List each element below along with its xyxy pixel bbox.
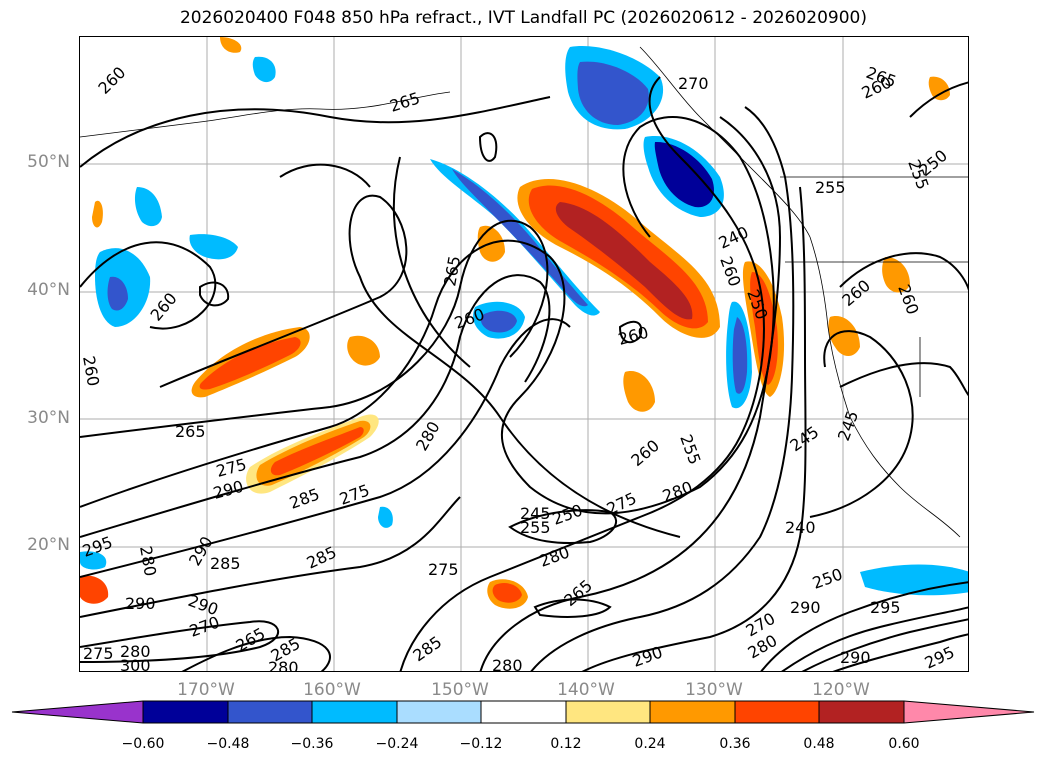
lat-label-50n: 50°N (27, 152, 70, 172)
colorbar-segment-6 (566, 701, 650, 723)
colorbar-tick: −0.48 (206, 736, 250, 752)
colorbar-tick: 0.60 (888, 736, 920, 752)
lat-label-30n: 30°N (27, 408, 70, 428)
lon-label-120w: 120°W (812, 680, 870, 700)
contour-label: 275 (428, 560, 459, 579)
lon-label-130w: 130°W (685, 680, 743, 700)
contour-label: 260 (147, 289, 181, 325)
contour-label: 295 (80, 532, 115, 560)
contour-label: 275 (214, 455, 248, 481)
colorbar-tick: 0.24 (634, 736, 666, 752)
contour-label: 280 (136, 544, 160, 577)
colorbar-segment-0 (12, 701, 143, 723)
contour-label: 290 (840, 648, 871, 667)
colorbar-segment-2 (228, 701, 312, 723)
colorbar-segment-1 (143, 701, 228, 723)
contour-label: 275 (83, 644, 114, 663)
map-panel: 260 265 270 265 260 255 255 250 240 260 … (79, 36, 969, 672)
contour-label: 260 (838, 276, 874, 310)
contour-label: 260 (627, 436, 663, 470)
colorbar-tick: −0.36 (290, 736, 334, 752)
contour-label: 260 (80, 354, 103, 387)
colorbar-tick: 0.48 (803, 736, 835, 752)
colorbar-segment-9 (819, 701, 904, 723)
contour-label: 295 (922, 642, 958, 672)
contour-label: 275 (337, 480, 372, 508)
colorbar (11, 700, 1035, 724)
contour-label: 245 (786, 422, 822, 455)
lon-label-150w: 150°W (431, 680, 489, 700)
colorbar-tick: 0.12 (550, 736, 582, 752)
contour-label: 285 (409, 632, 445, 665)
lat-label-40n: 40°N (27, 280, 70, 300)
colorbar-tick: −0.60 (121, 736, 165, 752)
contour-label: 280 (268, 658, 299, 672)
map-title: 2026020400 F048 850 hPa refract., IVT La… (179, 8, 867, 28)
colorbar-segment-3 (312, 701, 397, 723)
contour-label: 280 (492, 656, 523, 672)
contour-label: 285 (210, 554, 241, 573)
colorbar-segment-10 (904, 701, 1034, 723)
contour-label: 255 (815, 178, 846, 197)
contour-label: 290 (790, 598, 821, 617)
contour-label: 275 (604, 488, 640, 518)
contour-label: 270 (678, 74, 709, 93)
colorbar-segment-4 (397, 701, 481, 723)
contour-label: 290 (630, 642, 665, 670)
contour-label: 240 (785, 518, 816, 537)
colorbar-segment-8 (735, 701, 819, 723)
contour-label: 280 (120, 642, 151, 661)
lat-label-20n: 20°N (27, 535, 70, 555)
contour-label: 265 (175, 422, 206, 441)
contour-label: 250 (810, 564, 845, 592)
contour-label-layer: 260 265 270 265 260 255 255 250 240 260 … (80, 63, 958, 672)
contour-label: 255 (520, 518, 551, 537)
map-plot: 260 265 270 265 260 255 255 250 240 260 … (80, 37, 968, 672)
lon-label-160w: 160°W (303, 680, 361, 700)
contour-label: 245 (834, 408, 862, 443)
contour-label: 300 (120, 656, 151, 672)
colorbar-tick: −0.12 (459, 736, 503, 752)
contour-label: 290 (211, 477, 245, 503)
colorbar-segment-7 (650, 701, 735, 723)
colorbar-tick: −0.24 (375, 736, 419, 752)
contour-label: 270 (187, 612, 222, 640)
contour-label: 265 (387, 88, 422, 116)
lon-label-140w: 140°W (557, 680, 615, 700)
contour-label: 250 (550, 500, 585, 528)
contour-label: 280 (660, 477, 695, 505)
contour-label: 260 (894, 282, 922, 317)
contour-label: 260 (716, 254, 744, 289)
contour-label: 290 (125, 594, 156, 613)
contour-label: 285 (287, 484, 322, 512)
contour-label: 265 (560, 576, 596, 610)
contour-label: 255 (676, 432, 704, 467)
contour-label: 295 (870, 598, 901, 617)
colorbar-tick: 0.36 (719, 736, 751, 752)
contour-label: 260 (94, 63, 129, 98)
colorbar-segment-5 (481, 701, 566, 723)
coastline (80, 46, 968, 538)
contour-label: 245 (520, 504, 551, 523)
lon-label-170w: 170°W (177, 680, 235, 700)
contour-label: 240 (716, 222, 752, 252)
